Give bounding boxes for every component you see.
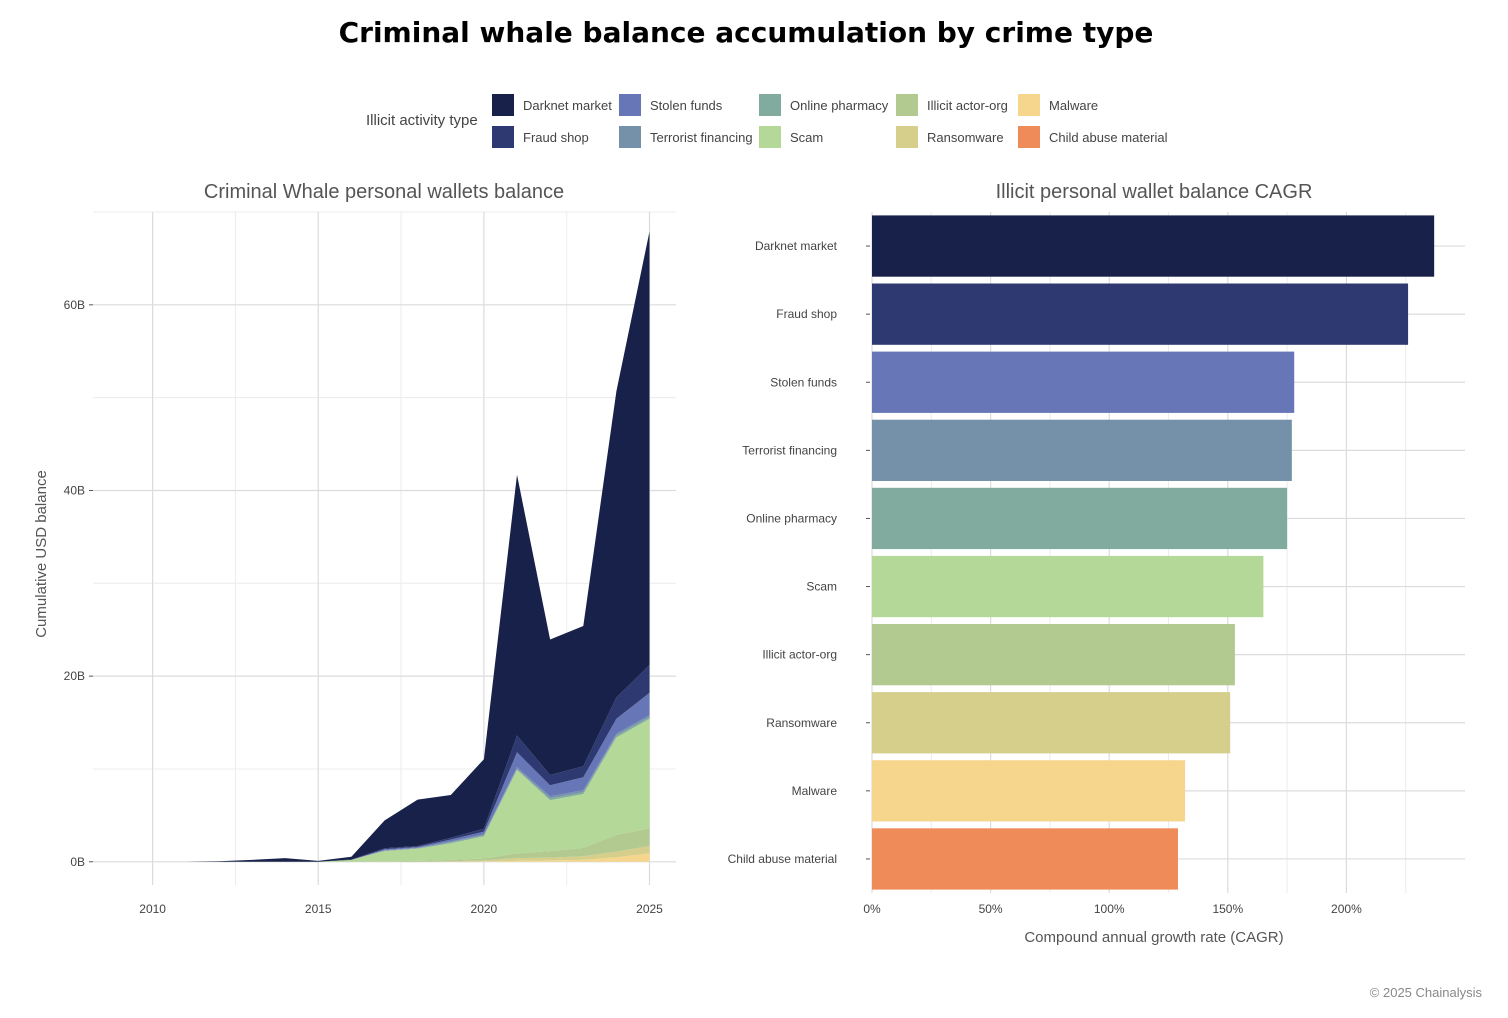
bar — [872, 828, 1178, 890]
bar — [872, 215, 1435, 277]
legend-swatch — [1018, 126, 1040, 148]
y-tick-label: 60B — [64, 298, 85, 312]
legend-item: Darknet market — [492, 94, 612, 116]
area-series — [119, 853, 650, 862]
y-tick-label: 0B — [70, 855, 85, 869]
category-label: Terrorist financing — [742, 443, 837, 457]
legend-item: Stolen funds — [619, 94, 722, 116]
x-tick-label: 2015 — [305, 902, 332, 916]
x-tick-label: 100% — [1094, 902, 1125, 916]
bar — [872, 624, 1235, 686]
category-label: Illicit actor-org — [762, 648, 837, 662]
category-label: Fraud shop — [776, 307, 837, 321]
legend-label: Stolen funds — [650, 97, 723, 113]
x-tick-label: 2020 — [471, 902, 498, 916]
page-title: Criminal whale balance accumulation by c… — [338, 16, 1154, 49]
legend-swatch — [492, 94, 514, 116]
legend-label: Illicit actor-org — [927, 97, 1008, 113]
category-label: Child abuse material — [728, 852, 837, 866]
legend-label: Malware — [1049, 97, 1099, 113]
legend-title: Illicit activity type — [366, 112, 478, 129]
bar — [872, 760, 1186, 822]
legend-label: Terrorist financing — [650, 129, 753, 145]
legend-item: Scam — [759, 126, 823, 148]
y-tick-label: 40B — [64, 483, 85, 497]
legend-label: Ransomware — [927, 129, 1004, 145]
category-label: Darknet market — [755, 239, 838, 253]
area-chart: 0B 20B 40B 60B 2010 2015 2020 2025 Criminal Whal… — [33, 181, 676, 916]
x-axis-label: Compound annual growth rate (CAGR) — [1024, 929, 1283, 946]
x-tick-label: 150% — [1212, 902, 1243, 916]
legend-swatch — [896, 94, 918, 116]
legend-swatch — [896, 126, 918, 148]
x-tick-label: 0% — [863, 902, 881, 916]
legend-swatch — [619, 94, 641, 116]
legend-item: Malware — [1018, 94, 1098, 116]
legend-swatch — [1018, 94, 1040, 116]
bar — [872, 419, 1292, 481]
bar — [872, 487, 1288, 550]
y-axis-label: Cumulative USD balance — [33, 470, 50, 638]
legend-label: Darknet market — [523, 97, 612, 113]
legend-item: Child abuse material — [1018, 126, 1168, 148]
category-label: Online pharmacy — [746, 511, 837, 525]
legend-label: Fraud shop — [523, 129, 589, 145]
legend-item: Ransomware — [896, 126, 1004, 148]
category-label: Ransomware — [766, 716, 837, 730]
legend-label: Scam — [790, 129, 824, 145]
legend-item: Fraud shop — [492, 126, 589, 148]
x-tick-label: 2010 — [139, 902, 166, 916]
legend-label: Child abuse material — [1049, 129, 1168, 145]
bar-chart: Darknet market Fraud shop Stolen funds Terr… — [728, 181, 1465, 946]
copyright-text: © 2025 Chainalysis — [1369, 985, 1482, 1000]
area-series — [119, 231, 650, 862]
x-tick-label: 200% — [1331, 902, 1362, 916]
chart-title: Illicit personal wallet balance CAGR — [996, 181, 1313, 203]
category-label: Stolen funds — [770, 375, 837, 389]
legend-swatch — [492, 126, 514, 148]
chart-title: Criminal Whale personal wallets balance — [204, 181, 564, 203]
bar — [872, 692, 1231, 754]
area-series — [119, 718, 650, 862]
x-tick-label: 2025 — [636, 902, 663, 916]
x-tick-label: 50% — [979, 902, 1003, 916]
bar — [872, 351, 1295, 413]
legend-swatch — [759, 126, 781, 148]
y-tick-label: 20B — [64, 669, 85, 683]
area-series — [119, 828, 650, 862]
category-label: Scam — [806, 580, 837, 594]
legend-item: Terrorist financing — [619, 126, 753, 148]
legend-item: Online pharmacy — [759, 94, 888, 116]
legend-label: Online pharmacy — [790, 97, 889, 113]
legend-swatch — [619, 126, 641, 148]
bar — [872, 283, 1409, 345]
legend-swatch — [759, 94, 781, 116]
category-label: Malware — [792, 784, 838, 798]
bar — [872, 555, 1264, 618]
legend-item: Illicit actor-org — [896, 94, 1008, 116]
